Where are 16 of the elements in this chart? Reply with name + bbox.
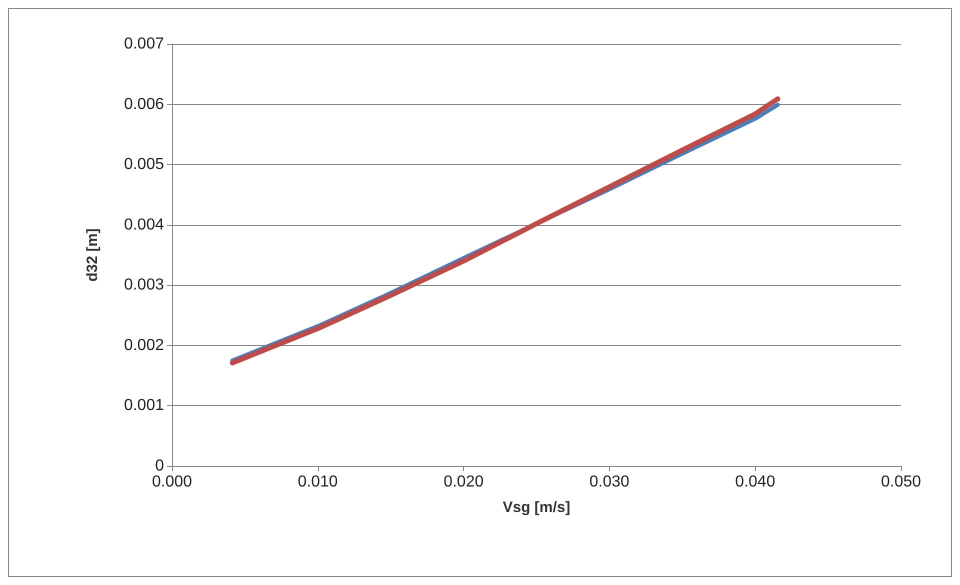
y-tick-label: 0.006 <box>124 96 164 113</box>
x-tick-label: 0.030 <box>589 474 630 490</box>
y-tick-label: 0.007 <box>124 36 164 52</box>
y-tick-label: 0 <box>155 458 164 474</box>
x-tick-label: 0.040 <box>735 474 776 490</box>
x-tick-label: 0.020 <box>444 474 484 490</box>
y-tick-label: 0.003 <box>124 276 164 294</box>
y-tick-label: 0.002 <box>124 336 164 354</box>
y-tick-label: 0.004 <box>124 216 164 234</box>
x-tick-label: 0.050 <box>880 474 922 490</box>
y-tick-label: 0.005 <box>124 156 164 174</box>
x-axis-title: Vsg [m/s] <box>502 499 570 516</box>
x-tick-label: 0.010 <box>298 474 338 490</box>
y-tick-label: 0.001 <box>124 397 164 414</box>
x-tick-label: 0.000 <box>152 474 192 490</box>
y-axis-title: d32 [m] <box>84 228 101 282</box>
